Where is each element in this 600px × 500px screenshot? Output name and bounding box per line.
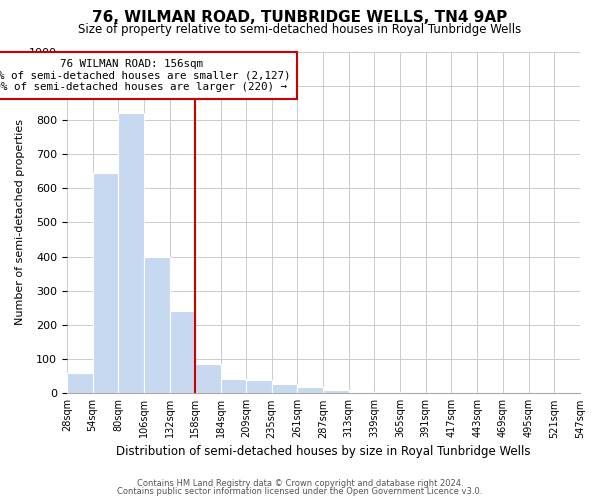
Bar [92, 173, 118, 394]
Bar [246, 380, 272, 394]
Bar [374, 392, 400, 394]
Bar [67, 373, 92, 394]
Text: 76, WILMAN ROAD, TUNBRIDGE WELLS, TN4 9AP: 76, WILMAN ROAD, TUNBRIDGE WELLS, TN4 9A… [92, 10, 508, 25]
X-axis label: Distribution of semi-detached houses by size in Royal Tunbridge Wells: Distribution of semi-detached houses by … [116, 444, 530, 458]
Bar [297, 387, 323, 394]
Bar [323, 390, 349, 394]
Bar [400, 392, 426, 394]
Text: Size of property relative to semi-detached houses in Royal Tunbridge Wells: Size of property relative to semi-detach… [79, 22, 521, 36]
Y-axis label: Number of semi-detached properties: Number of semi-detached properties [15, 120, 25, 326]
Bar [451, 392, 477, 394]
Text: 76 WILMAN ROAD: 156sqm
← 90% of semi-detached houses are smaller (2,127)
   9% o: 76 WILMAN ROAD: 156sqm ← 90% of semi-det… [0, 59, 290, 92]
Bar [144, 256, 170, 394]
Bar [196, 364, 221, 394]
Bar [272, 384, 297, 394]
Text: Contains HM Land Registry data © Crown copyright and database right 2024.: Contains HM Land Registry data © Crown c… [137, 478, 463, 488]
Text: Contains public sector information licensed under the Open Government Licence v3: Contains public sector information licen… [118, 487, 482, 496]
Bar [221, 378, 246, 394]
Bar [349, 392, 374, 394]
Bar [118, 113, 144, 394]
Bar [170, 312, 196, 394]
